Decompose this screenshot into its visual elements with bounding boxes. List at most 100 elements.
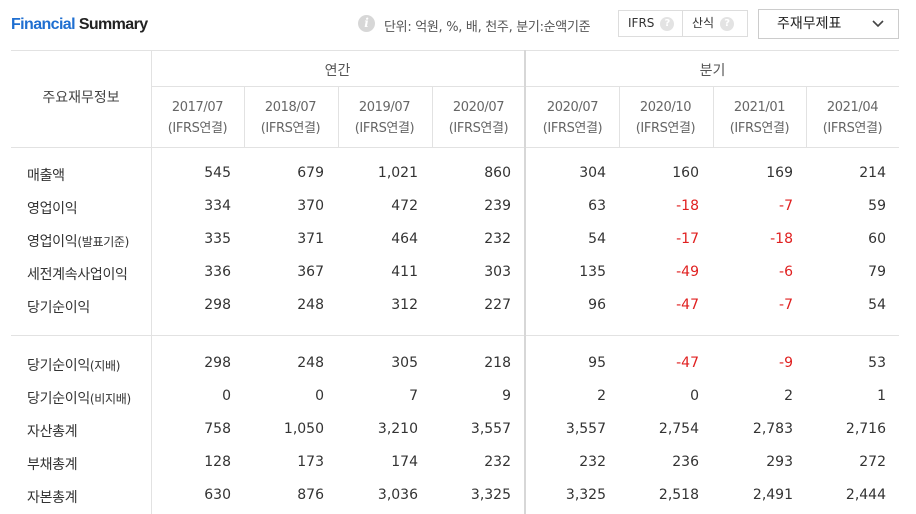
corner-label: 주요재무정보 (42, 90, 120, 106)
table-cell: 2,754 (658, 421, 699, 437)
table-cell: 1,021 (377, 165, 418, 181)
table-cell: -6 (779, 264, 793, 280)
period-basis: (IFRS연결) (729, 121, 790, 136)
period-basis: (IFRS연결) (260, 121, 321, 136)
table-cell: 3,325 (470, 487, 511, 503)
table-cell: 3,210 (377, 421, 418, 437)
ifrs-toggle[interactable]: IFRS? (618, 10, 683, 37)
table-cell: 272 (859, 454, 886, 470)
table-cell: 63 (588, 198, 606, 214)
table-cell: 227 (484, 297, 511, 313)
annual-quarter-divider (524, 50, 526, 514)
row-label: 부채총계 (27, 454, 78, 474)
table-cell: 2,444 (845, 487, 886, 503)
statement-select[interactable]: 주재무제표 (758, 9, 899, 39)
table-cell: 1 (877, 388, 886, 404)
table-cell: 160 (672, 165, 699, 181)
row-label: 세전계속사업이익 (27, 264, 128, 284)
table-cell: 0 (222, 388, 231, 404)
period-basis: (IFRS연결) (635, 121, 696, 136)
period-date: 2020/07 (452, 100, 505, 115)
row-label: 당기순이익 (27, 297, 90, 317)
table-cell: 0 (690, 388, 699, 404)
table-cell: 758 (204, 421, 231, 437)
table-cell: 2 (597, 388, 606, 404)
table-cell: 248 (297, 297, 324, 313)
table-cell: 630 (204, 487, 231, 503)
table-cell: 298 (204, 297, 231, 313)
table-cell: -17 (676, 231, 699, 247)
period-header: 2021/01 (IFRS연결) (713, 97, 806, 139)
period-column-divider (432, 86, 433, 147)
table-cell: 3,557 (470, 421, 511, 437)
period-date: 2021/01 (733, 100, 786, 115)
formula-toggle[interactable]: 산식? (683, 10, 748, 37)
table-cell: 336 (204, 264, 231, 280)
table-cell: 293 (766, 454, 793, 470)
table-cell: 1,050 (283, 421, 324, 437)
table-cell: 2,491 (752, 487, 793, 503)
table-cell: 96 (588, 297, 606, 313)
row-label: 당기순이익(비지배) (27, 388, 131, 408)
table-cell: 298 (204, 355, 231, 371)
table-cell: 7 (409, 388, 418, 404)
period-header: 2020/07 (IFRS연결) (526, 97, 619, 139)
period-header: 2018/07 (IFRS연결) (244, 97, 337, 139)
help-icon[interactable]: ? (660, 17, 675, 31)
row-label-main: 자산총계 (27, 424, 78, 440)
table-cell: 232 (484, 231, 511, 247)
period-column-divider (619, 86, 620, 147)
table-cell: 232 (579, 454, 606, 470)
annual-group-header: 연간 (324, 63, 351, 79)
table-cell: 54 (868, 297, 886, 313)
row-label-sub: (비지배) (89, 392, 131, 406)
row-label-main: 부채총계 (27, 457, 78, 473)
table-cell: -7 (779, 297, 793, 313)
period-basis: (IFRS연결) (167, 121, 228, 136)
table-cell: 305 (391, 355, 418, 371)
table-cell: 371 (297, 231, 324, 247)
title-financial: Financial (11, 16, 76, 33)
info-icon[interactable]: i (358, 15, 375, 32)
statement-select-value: 주재무제표 (777, 16, 842, 32)
table-cell: -18 (770, 231, 793, 247)
table-cell: -47 (676, 355, 699, 371)
row-label-sub: (발표기준) (77, 235, 130, 249)
table-cell: 236 (672, 454, 699, 470)
table-cell: 464 (391, 231, 418, 247)
table-cell: 2,518 (658, 487, 699, 503)
financial-summary-table: 주요재무정보 연간 분기 2017/07 (IFRS연결) 2018/07 (IFRS… (11, 50, 899, 514)
table-cell: 174 (391, 454, 418, 470)
period-header: 2019/07 (IFRS연결) (338, 97, 431, 139)
table-cell: 335 (204, 231, 231, 247)
table-cell: 169 (766, 165, 793, 181)
table-cell: 876 (297, 487, 324, 503)
table-top-border (11, 50, 899, 51)
period-header: 2017/07 (IFRS연결) (151, 97, 244, 139)
period-column-divider (338, 86, 339, 147)
title-summary: Summary (78, 16, 148, 33)
table-cell: -18 (676, 198, 699, 214)
table-cell: 312 (391, 297, 418, 313)
chevron-down-icon (872, 10, 884, 48)
table-cell: 248 (297, 355, 324, 371)
row-label-main: 세전계속사업이익 (27, 267, 128, 283)
unit-text: 단위: 억원, %, 배, 천주, 분기:순액기준 (384, 20, 591, 35)
period-column-divider (713, 86, 714, 147)
table-cell: -49 (676, 264, 699, 280)
row-label: 자산총계 (27, 421, 78, 441)
period-header: 2020/10 (IFRS연결) (619, 97, 712, 139)
table-cell: 79 (868, 264, 886, 280)
help-icon[interactable]: ? (720, 17, 735, 31)
table-cell: 3,557 (565, 421, 606, 437)
period-date: 2020/07 (546, 100, 599, 115)
period-date: 2019/07 (358, 100, 411, 115)
row-label-main: 영업이익 (27, 234, 78, 250)
table-cell: 545 (204, 165, 231, 181)
table-cell: 3,036 (377, 487, 418, 503)
period-header: 2021/04 (IFRS연결) (806, 97, 899, 139)
table-cell: 370 (297, 198, 324, 214)
row-label: 자본총계 (27, 487, 78, 507)
table-cell: 860 (484, 165, 511, 181)
table-cell: 239 (484, 198, 511, 214)
